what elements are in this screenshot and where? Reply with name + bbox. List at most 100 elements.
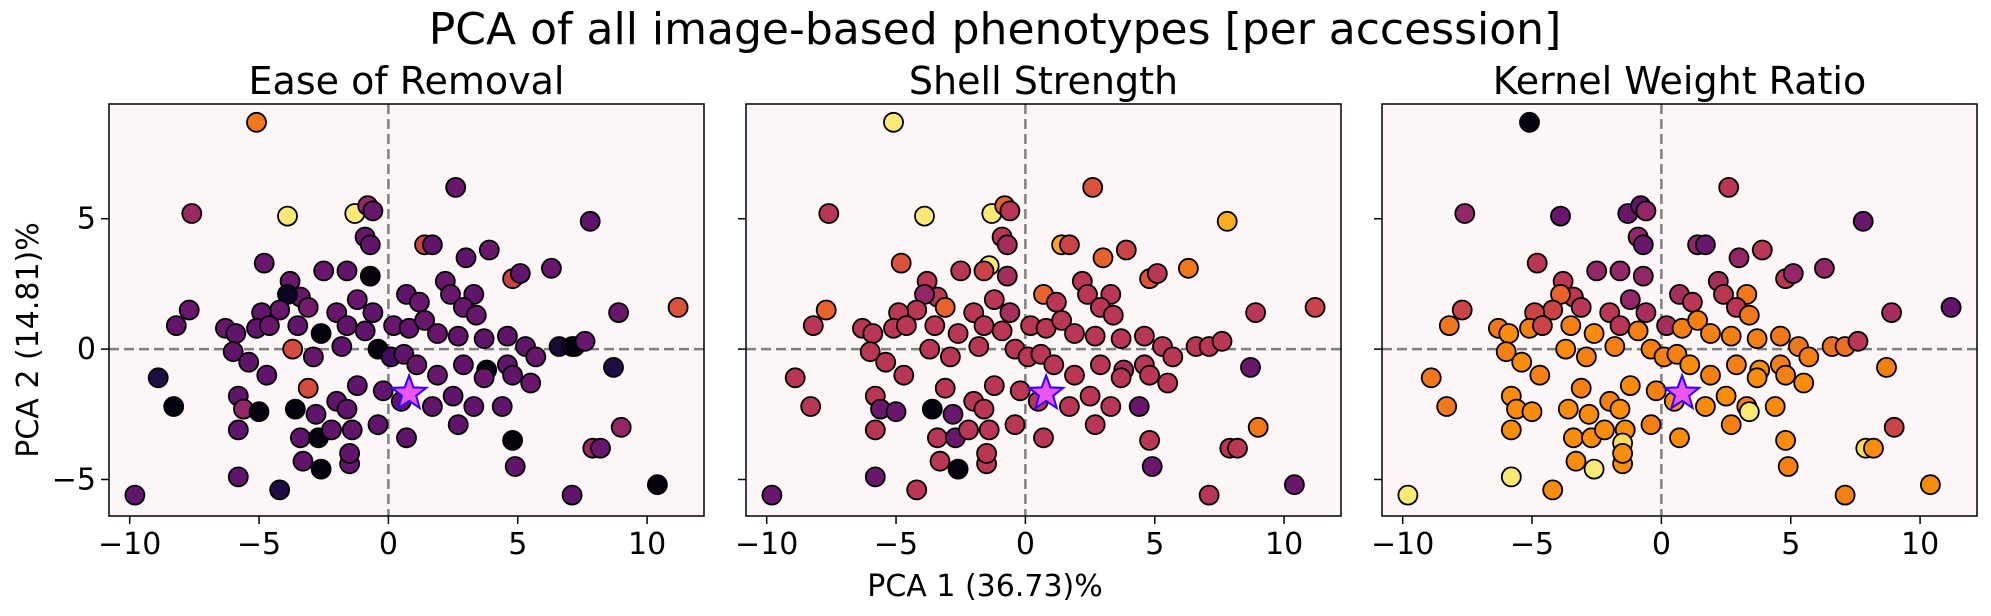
scatter-point	[1738, 304, 1760, 326]
panel-title: Shell Strength	[909, 59, 1178, 103]
scatter-point	[269, 479, 291, 501]
scatter-point	[919, 338, 941, 360]
scatter-point	[1793, 372, 1815, 394]
scatter-point	[1764, 396, 1786, 417]
scatter-point	[455, 247, 477, 269]
y-tick-label: −5	[52, 462, 96, 497]
scatter-point	[1576, 346, 1597, 368]
scatter-point	[1726, 354, 1747, 376]
scatter-point	[124, 484, 146, 506]
scatter-point	[1009, 380, 1031, 402]
scatter-point	[1632, 265, 1654, 287]
x-tick-label: −10	[1371, 527, 1434, 562]
scatter-point	[1852, 210, 1874, 232]
scatter-point	[1700, 364, 1721, 386]
scatter-point	[396, 427, 417, 449]
scatter-point	[1881, 302, 1902, 324]
scatter-point	[1632, 234, 1654, 256]
scatter-point	[313, 260, 335, 282]
scatter-point	[784, 367, 806, 389]
scatter-point	[246, 111, 267, 133]
scatter-point	[1064, 323, 1085, 344]
scatter-point	[1090, 354, 1111, 376]
scatter-point	[1162, 346, 1184, 368]
scatter-point	[336, 398, 358, 420]
scatter-point	[178, 299, 200, 321]
scatter-point	[950, 260, 972, 282]
scatter-point	[1146, 263, 1168, 284]
scatter-point	[1883, 416, 1905, 438]
scatter-point	[800, 396, 822, 417]
scatter-point	[1557, 398, 1579, 420]
scatter-point	[496, 325, 518, 347]
scatter-point	[999, 200, 1021, 222]
scatter-point	[473, 328, 495, 350]
axes-frame	[108, 103, 705, 517]
scatter-point	[914, 205, 935, 227]
scatter-point	[421, 234, 443, 256]
x-tick-label: −5	[874, 527, 918, 562]
scatter-point	[1570, 296, 1592, 318]
scatter-point	[1529, 364, 1551, 386]
scatter-point	[875, 351, 897, 373]
scatter-point	[1640, 414, 1662, 436]
scatter-point	[336, 315, 358, 337]
scatter-point	[1746, 328, 1768, 350]
scatter-point	[1500, 419, 1522, 441]
scatter-point	[1920, 474, 1941, 496]
scatter-point	[1046, 291, 1067, 313]
scatter-point	[1059, 396, 1080, 417]
scatter-point	[225, 323, 247, 344]
scatter-point	[1059, 234, 1080, 256]
scatter-point	[331, 336, 353, 357]
scatter-point	[958, 419, 979, 441]
scatter-point	[362, 302, 384, 324]
scatter-point	[1134, 325, 1155, 347]
panel-3: Kernel Weight Ratio −10 −5 0 5 10	[1371, 59, 1978, 562]
scatter-point	[1004, 414, 1026, 436]
scatter-point	[445, 176, 467, 198]
scatter-point	[421, 396, 443, 417]
scatter-point	[1669, 427, 1690, 449]
scatter-point	[408, 291, 430, 313]
scatter-point	[253, 252, 275, 274]
scatter-point	[1092, 247, 1114, 269]
scatter-point	[1746, 367, 1768, 389]
scatter-point	[491, 396, 513, 417]
scatter-point	[890, 252, 912, 274]
scatter-point	[1284, 474, 1305, 496]
scatter-point	[248, 401, 270, 423]
scatter-point	[447, 414, 469, 436]
scatter-point	[647, 474, 668, 496]
scatter-point	[1082, 176, 1104, 198]
scatter-point	[336, 260, 358, 282]
scatter-point	[815, 299, 837, 321]
scatter-point	[942, 403, 964, 425]
x-tick-label: 10	[1901, 527, 1939, 562]
scatter-point	[258, 315, 280, 337]
scatter-point	[321, 419, 342, 441]
scatter-point	[574, 330, 596, 352]
scatter-point	[1728, 247, 1750, 269]
scatter-point	[1679, 354, 1701, 376]
x-tick-label: 0	[1652, 527, 1671, 562]
scatter-point	[509, 263, 531, 284]
scatter-point	[859, 341, 881, 363]
scatter-point	[1609, 398, 1631, 420]
scatter-point	[1304, 296, 1326, 318]
scatter-point	[502, 364, 523, 386]
scatter-point	[1526, 252, 1548, 274]
figure-title: PCA of all image-based phenotypes [per a…	[429, 4, 1561, 55]
scatter-point	[284, 398, 306, 420]
scatter-point	[359, 265, 381, 287]
scatter-point	[947, 458, 969, 480]
scatter-point	[973, 260, 995, 282]
scatter-point	[893, 364, 915, 386]
scatter-point	[1604, 336, 1626, 357]
scatter-point	[1436, 396, 1458, 417]
scatter-point	[414, 309, 436, 331]
x-tick-label: −10	[98, 527, 161, 562]
scatter-point	[1695, 396, 1716, 417]
scatter-point	[927, 427, 948, 449]
